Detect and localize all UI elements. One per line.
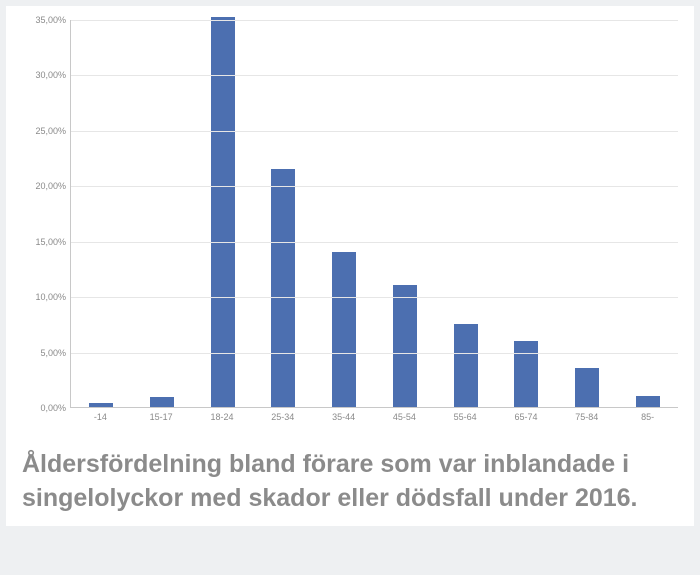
y-tick-label: 10,00% (18, 292, 66, 302)
x-tick-label: 65-74 (496, 412, 557, 428)
x-tick-label: 15-17 (131, 412, 192, 428)
chart-caption: Åldersfördelning bland förare som var in… (18, 448, 682, 516)
y-tick-label: 15,00% (18, 237, 66, 247)
bar-cell (375, 20, 436, 407)
bar-cell (71, 20, 132, 407)
x-tick-label: 25-34 (252, 412, 313, 428)
y-tick-label: 30,00% (18, 70, 66, 80)
bar-cell (435, 20, 496, 407)
bar-cell (496, 20, 557, 407)
bar-cell (253, 20, 314, 407)
bar (150, 397, 174, 407)
gridline (71, 297, 678, 298)
x-tick-label: 75-84 (556, 412, 617, 428)
gridline (71, 75, 678, 76)
gridline (71, 186, 678, 187)
y-tick-label: 0,00% (18, 403, 66, 413)
x-tick-label: 35-44 (313, 412, 374, 428)
x-tick-label: -14 (70, 412, 131, 428)
y-tick-label: 25,00% (18, 126, 66, 136)
bar-cell (132, 20, 193, 407)
bar-cell (192, 20, 253, 407)
gridline (71, 242, 678, 243)
bar (89, 403, 113, 407)
bar-cell (557, 20, 618, 407)
bar (575, 368, 599, 407)
x-tick-label: 85- (617, 412, 678, 428)
x-tick-label: 45-54 (374, 412, 435, 428)
y-tick-label: 20,00% (18, 181, 66, 191)
gridline (71, 20, 678, 21)
bar (393, 285, 417, 407)
bar (454, 324, 478, 407)
bar (514, 341, 538, 407)
x-tick-label: 18-24 (192, 412, 253, 428)
bar (332, 252, 356, 407)
chart-card: -1415-1718-2425-3435-4445-5455-6465-7475… (6, 6, 694, 526)
gridline (71, 353, 678, 354)
gridline (71, 131, 678, 132)
y-tick-label: 35,00% (18, 15, 66, 25)
bars-container (71, 20, 678, 407)
bar-cell (314, 20, 375, 407)
x-axis-labels: -1415-1718-2425-3435-4445-5455-6465-7475… (70, 412, 678, 428)
y-tick-label: 5,00% (18, 348, 66, 358)
plot-area (70, 20, 678, 408)
bar (636, 396, 660, 407)
age-distribution-chart: -1415-1718-2425-3435-4445-5455-6465-7475… (18, 14, 682, 434)
bar (271, 169, 295, 407)
x-tick-label: 55-64 (435, 412, 496, 428)
bar-cell (617, 20, 678, 407)
